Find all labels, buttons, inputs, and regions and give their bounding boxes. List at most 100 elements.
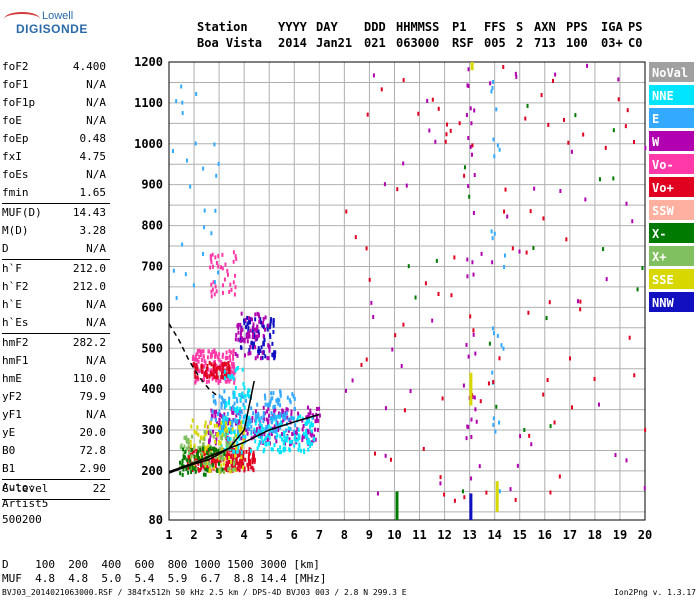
echo-point <box>614 453 617 458</box>
echo-point <box>316 427 319 432</box>
echo-point <box>207 367 210 372</box>
echo-point <box>202 446 205 451</box>
echo-point <box>245 428 248 433</box>
echo-point <box>219 458 222 463</box>
echo-point <box>195 430 198 435</box>
echo-point <box>243 405 246 410</box>
echo-point <box>259 422 262 427</box>
echo-point <box>310 441 313 446</box>
echo-point <box>443 492 446 497</box>
param-name: h`Es <box>2 316 29 329</box>
echo-point <box>439 481 442 486</box>
legend-label: SSW <box>652 204 674 218</box>
echo-point <box>282 415 285 420</box>
echo-point <box>230 430 233 435</box>
echo-point <box>384 453 387 458</box>
echo-point <box>504 187 507 192</box>
echo-point <box>285 411 288 416</box>
echo-point <box>553 420 556 425</box>
echo-point <box>219 379 222 384</box>
echo-point <box>236 460 239 465</box>
echo-point <box>233 394 236 399</box>
echo-point <box>259 316 262 321</box>
echo-point <box>305 415 308 420</box>
param-value: 0.48 <box>79 132 107 145</box>
echo-point <box>197 461 200 466</box>
echo-point <box>532 246 535 251</box>
echo-point <box>203 208 206 213</box>
echo-point <box>191 451 194 456</box>
echo-point <box>213 409 216 414</box>
echo-point <box>231 427 234 432</box>
echo-point <box>492 331 495 336</box>
echo-point <box>275 428 278 433</box>
echo-point <box>261 426 264 431</box>
echo-point <box>262 341 265 346</box>
echo-point <box>514 71 517 76</box>
echo-point <box>181 100 184 105</box>
echo-point <box>231 420 234 425</box>
echo-point <box>198 348 201 353</box>
echo-point <box>234 254 237 259</box>
echo-point <box>249 419 252 424</box>
echo-point <box>262 449 265 454</box>
auto-method: Artist5 <box>2 497 49 510</box>
echo-point <box>253 427 256 432</box>
echo-point <box>249 448 252 453</box>
echo-point <box>469 144 472 149</box>
echo-point <box>189 448 192 453</box>
echo-point <box>579 299 582 304</box>
echo-point <box>291 416 294 421</box>
echo-point <box>515 74 518 79</box>
echo-point <box>239 336 242 341</box>
x-tick-label: 8 <box>341 528 348 542</box>
echo-point <box>192 464 195 469</box>
echo-point <box>195 362 198 367</box>
echo-point <box>191 357 194 362</box>
echo-point <box>269 322 272 327</box>
echo-point <box>238 436 241 441</box>
echo-point <box>226 443 229 448</box>
echo-point <box>253 334 256 339</box>
echo-point <box>273 415 276 420</box>
echo-point <box>188 465 191 470</box>
echo-point <box>491 86 494 91</box>
echo-point <box>205 429 208 434</box>
echo-point <box>213 446 216 451</box>
echo-point <box>179 445 182 450</box>
echo-point <box>193 370 196 375</box>
echo-point <box>209 430 212 435</box>
echo-point <box>278 398 281 403</box>
echo-point <box>470 152 473 157</box>
echo-point <box>612 128 615 133</box>
echo-point <box>205 373 208 378</box>
echo-point <box>220 420 223 425</box>
echo-point <box>209 256 212 261</box>
echo-point <box>480 251 483 256</box>
echo-point <box>199 353 202 358</box>
param-name: hmF1 <box>2 354 29 367</box>
echo-point <box>217 254 220 259</box>
echo-point <box>233 436 236 441</box>
echo-point <box>270 432 273 437</box>
echo-point <box>475 419 478 424</box>
echo-point <box>214 284 217 289</box>
echo-point <box>243 318 246 323</box>
echo-point <box>478 464 481 469</box>
echo-point <box>262 417 265 422</box>
echo-point <box>247 455 250 460</box>
echo-point <box>216 354 219 359</box>
y-tick-label: 800 <box>141 219 163 233</box>
echo-point <box>518 249 521 254</box>
echo-point <box>467 135 470 140</box>
echo-point <box>255 432 258 437</box>
echo-point <box>251 329 254 334</box>
echo-point <box>215 289 218 294</box>
header-value: 005 <box>484 36 506 50</box>
plot-frame <box>168 61 646 521</box>
echo-point <box>226 456 229 461</box>
param-name: yE <box>2 426 16 439</box>
echo-point <box>217 461 220 466</box>
echo-point <box>239 322 242 327</box>
echo-point <box>251 335 254 340</box>
